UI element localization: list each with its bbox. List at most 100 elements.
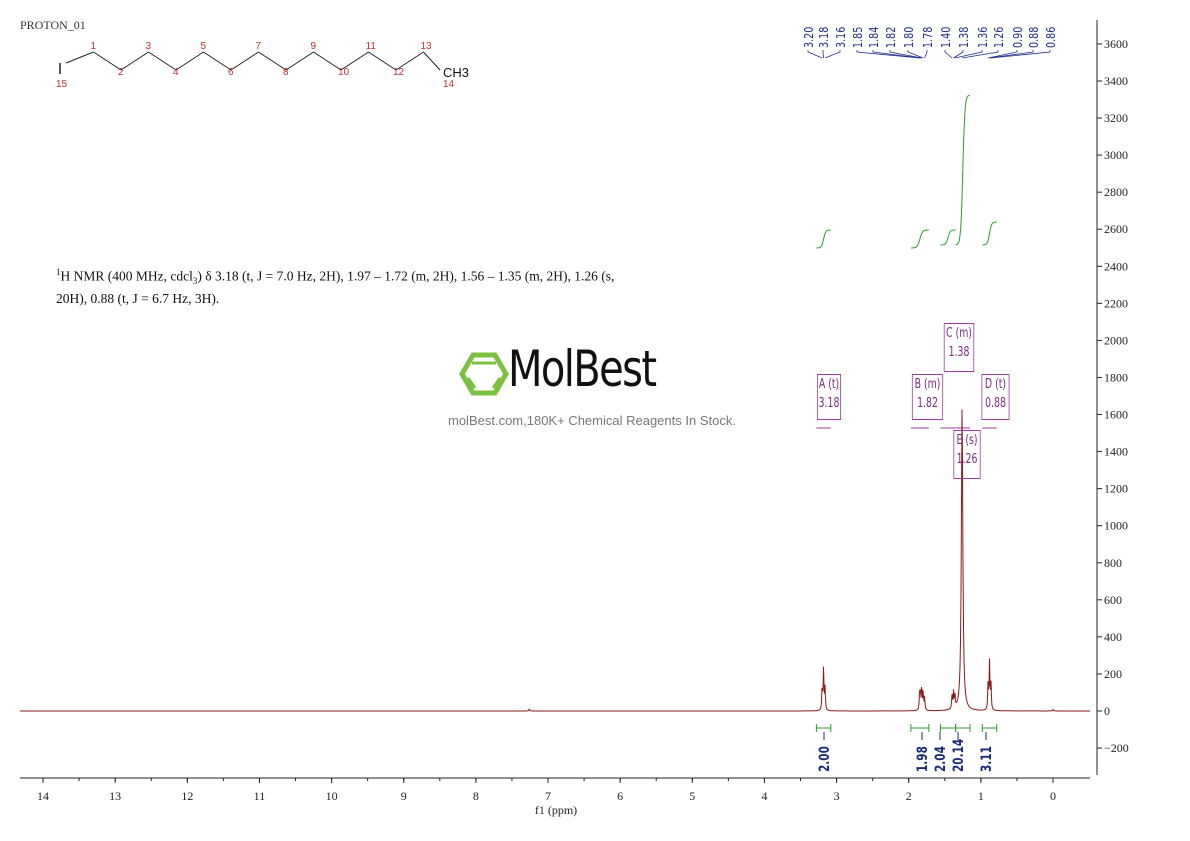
integral-curve bbox=[955, 94, 971, 246]
y-tick-label: 1600 bbox=[1104, 408, 1128, 422]
x-tick-label: 10 bbox=[326, 789, 338, 803]
bond bbox=[340, 51, 369, 71]
x-tick-label: 1 bbox=[978, 789, 984, 803]
integral-curves bbox=[815, 94, 998, 732]
atom-label: 11 bbox=[366, 41, 377, 52]
y-tick-label: 2000 bbox=[1104, 333, 1128, 347]
atom-label: 2 bbox=[118, 67, 124, 78]
x-tick-label: 14 bbox=[37, 789, 49, 803]
x-tick-label: 7 bbox=[545, 789, 551, 803]
x-tick-label: 2 bbox=[906, 789, 912, 803]
watermark-logo: MolBest bbox=[508, 340, 657, 398]
peak-label: 1.40 bbox=[939, 27, 953, 48]
y-tick-label: 1800 bbox=[1104, 370, 1128, 384]
bond bbox=[203, 51, 232, 71]
atom-label: 15 bbox=[56, 79, 68, 90]
y-tick-label: 1000 bbox=[1104, 519, 1128, 533]
integral-value: 2.04 bbox=[933, 746, 949, 772]
peak-label: 3.20 bbox=[802, 27, 816, 48]
peak-label: 1.78 bbox=[921, 27, 935, 48]
peak-label: 1.84 bbox=[867, 27, 881, 48]
y-tick-label: 3400 bbox=[1104, 74, 1128, 88]
y-tick-label: 1400 bbox=[1104, 445, 1128, 459]
bond bbox=[65, 51, 94, 64]
y-tick-label: 400 bbox=[1104, 630, 1122, 644]
peak-label-leader bbox=[990, 50, 1051, 59]
spectrum-line bbox=[20, 409, 1090, 712]
peak-label: 1.36 bbox=[976, 27, 990, 48]
peak-label: 0.90 bbox=[1011, 27, 1025, 48]
nmr-description: 1H NMR (400 MHz, cdcl3) δ 3.18 (t, J = 7… bbox=[56, 264, 616, 307]
peak-label: 0.86 bbox=[1044, 27, 1058, 48]
y-tick-label: 1200 bbox=[1104, 482, 1128, 496]
multiplet-shift: 1.82 bbox=[917, 396, 938, 411]
x-tick-label: 11 bbox=[254, 789, 266, 803]
desc-post: ) δ 3.18 (t, J = 7.0 Hz, 2H), 1.97 – 1.7… bbox=[56, 268, 615, 307]
y-tick-label: 0 bbox=[1104, 704, 1110, 718]
multiplet-box-c: C (m) 1.38 bbox=[943, 323, 975, 372]
desc-sup: 1 bbox=[56, 267, 61, 277]
peak-label-leader bbox=[953, 50, 964, 59]
atom-label: 1 bbox=[91, 41, 97, 52]
x-axis-label: f1 (ppm) bbox=[535, 803, 577, 817]
axes: 14 13 12 11 10 9 8 7 6 5 4 3 2 1 0f1 (ppm)−20002004006… bbox=[20, 20, 1129, 817]
peak-label: 0.88 bbox=[1027, 27, 1041, 48]
atom-label: 6 bbox=[228, 67, 234, 78]
y-tick-label: 3600 bbox=[1104, 37, 1128, 51]
bond bbox=[230, 51, 259, 71]
end-group-label: CH3 bbox=[443, 65, 469, 80]
atom-label: 3 bbox=[146, 41, 152, 52]
integral-labels: 2.00 1.98 2.04 20.14 3.11 bbox=[817, 732, 994, 772]
multiplet-label: D (t) bbox=[984, 377, 1007, 392]
integral-curve bbox=[982, 221, 997, 246]
multiplet-label: B (m) bbox=[914, 377, 941, 392]
peak-label-leader bbox=[822, 50, 824, 59]
bond bbox=[368, 51, 397, 71]
multiplet-label: E (s) bbox=[956, 433, 978, 448]
bond bbox=[148, 51, 177, 71]
peak-label-leader bbox=[824, 50, 841, 59]
peak-label: 3.16 bbox=[834, 27, 848, 48]
bond bbox=[120, 51, 149, 71]
y-tick-label: 800 bbox=[1104, 556, 1122, 570]
x-tick-label: 3 bbox=[834, 789, 840, 803]
peak-label-leader bbox=[962, 50, 999, 59]
watermark-tagline: molBest.com,180K+ Chemical Reagents In S… bbox=[448, 413, 736, 428]
y-tick-label: 2400 bbox=[1104, 259, 1128, 273]
bond bbox=[423, 51, 441, 71]
y-tick-label: 2800 bbox=[1104, 185, 1128, 199]
molbest-logo-icon bbox=[459, 352, 509, 396]
peak-label: 1.80 bbox=[902, 27, 916, 48]
peak-label-leader bbox=[924, 50, 928, 59]
integral-curve bbox=[816, 229, 831, 249]
x-tick-label: 5 bbox=[689, 789, 695, 803]
bond bbox=[258, 51, 287, 71]
integral-value: 20.14 bbox=[951, 738, 967, 772]
integral-curve bbox=[910, 229, 929, 249]
peak-label: 1.26 bbox=[992, 27, 1006, 48]
peak-label-leader bbox=[856, 50, 920, 59]
atom-label: 12 bbox=[393, 67, 405, 78]
y-tick-label: 3000 bbox=[1104, 148, 1128, 162]
bond bbox=[285, 51, 314, 71]
y-tick-label: 600 bbox=[1104, 593, 1122, 607]
multiplet-box-b: B (m) 1.82 bbox=[911, 374, 944, 420]
peak-label-leader bbox=[872, 50, 921, 59]
atom-label: 7 bbox=[256, 41, 262, 52]
peak-label-leader bbox=[944, 50, 953, 59]
x-tick-label: 0 bbox=[1050, 789, 1056, 803]
atom-label: 8 bbox=[283, 67, 289, 78]
atom-label: 13 bbox=[421, 41, 433, 52]
desc-pre: H NMR (400 MHz, cdcl bbox=[60, 268, 193, 284]
bond bbox=[93, 51, 122, 71]
atom-label: 10 bbox=[338, 67, 350, 78]
integral-curve bbox=[940, 229, 956, 246]
peak-label-leader bbox=[989, 50, 1034, 59]
x-tick-label: 13 bbox=[109, 789, 121, 803]
peak-label-leader bbox=[807, 50, 823, 59]
atom-label: 14 bbox=[443, 79, 455, 90]
integral-value: 1.98 bbox=[915, 746, 931, 772]
